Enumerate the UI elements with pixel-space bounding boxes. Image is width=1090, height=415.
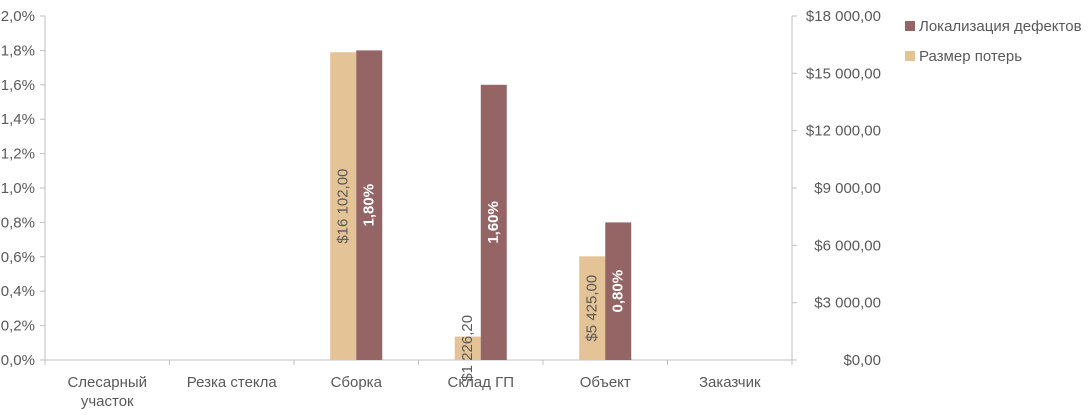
bar (356, 50, 383, 361)
bar (579, 256, 606, 360)
category-label: Склад ГП (448, 374, 514, 391)
category-label: Заказчик (699, 374, 761, 391)
right-tick-label: $18 000,00 (806, 8, 881, 25)
bar (454, 336, 481, 360)
legend: Локализация дефектов Размер потерь (905, 18, 1082, 65)
legend-swatch (905, 21, 915, 31)
right-tick-label: $9 000,00 (814, 180, 881, 197)
left-tick-label: 1,2% (1, 146, 35, 163)
bar (330, 52, 357, 360)
data-label: $16 102,00 (335, 169, 352, 244)
category-label: Слесарный участок (67, 374, 147, 410)
category-label: Объект (580, 374, 631, 391)
legend-label: Локализация дефектов (919, 18, 1082, 35)
left-tick-label: 1,8% (1, 42, 35, 59)
left-tick-label: 0,6% (1, 249, 35, 266)
right-tick-label: $3 000,00 (814, 295, 881, 312)
data-labels: $16 102,00 $1 226,20 $5 425,00 1,80% 1,60% 0,… (335, 169, 627, 382)
left-tick-label: 0,2% (1, 318, 35, 335)
data-label: $5 425,00 (584, 275, 601, 342)
right-tick-label: $12 000,00 (806, 123, 881, 140)
data-label: 1,60% (485, 201, 502, 244)
category-label: Резка стекла (187, 374, 278, 391)
bar (605, 222, 632, 360)
category-label: Сборка (331, 374, 383, 391)
data-label: 0,80% (610, 270, 627, 313)
bar (480, 84, 507, 361)
left-tick-label: 0,4% (1, 283, 35, 300)
legend-swatch (905, 51, 915, 61)
right-tick-label: $0,00 (843, 352, 881, 369)
axes: 0,0% 0,2% 0,4% 0,6% 0,8% 1,0% 1,2% 1,4% 1,6% 1,8%… (1, 8, 881, 410)
data-label: $1 226,20 (459, 315, 476, 382)
right-tick-label: $6 000,00 (814, 237, 881, 254)
bars (330, 50, 632, 361)
legend-label: Размер потерь (919, 48, 1022, 65)
data-label: 1,80% (361, 184, 378, 227)
right-tick-label: $15 000,00 (806, 65, 881, 82)
left-tick-label: 1,4% (1, 111, 35, 128)
left-tick-label: 2,0% (1, 8, 35, 25)
left-tick-label: 1,6% (1, 77, 35, 94)
left-tick-label: 0,8% (1, 214, 35, 231)
left-tick-label: 0,0% (1, 352, 35, 369)
left-tick-label: 1,0% (1, 180, 35, 197)
